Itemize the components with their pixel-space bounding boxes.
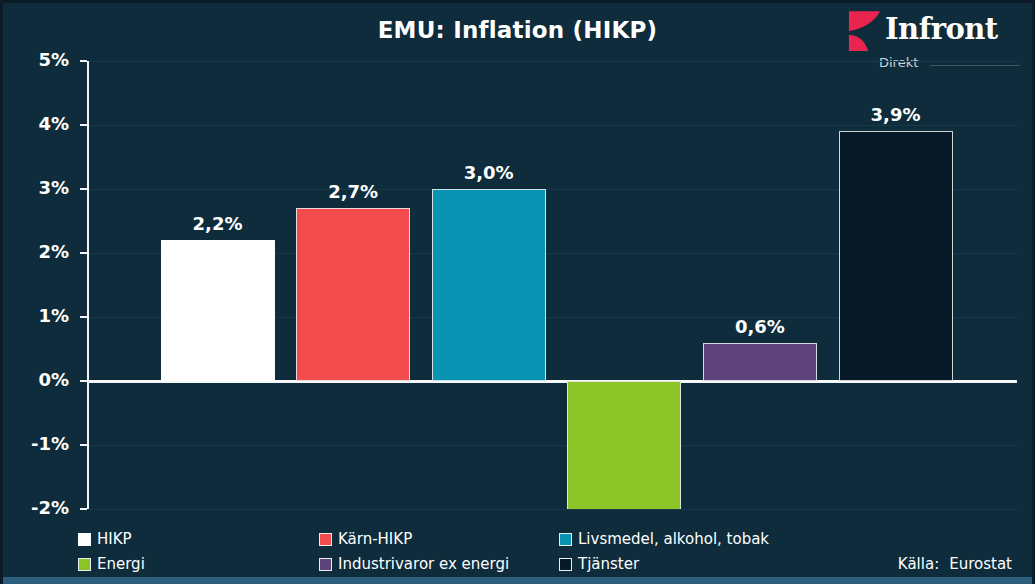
legend-item: Tjänster [559, 555, 639, 573]
y-tick-mark [80, 124, 87, 126]
logo-brand-text: Infront [885, 11, 998, 47]
y-tick-label: -2% [3, 497, 69, 518]
legend-swatch [78, 533, 91, 546]
legend-item: Energi [78, 555, 145, 573]
legend-label: Tjänster [578, 555, 639, 573]
y-axis-line [87, 61, 89, 509]
bar-5 [703, 343, 817, 381]
legend-item: Livsmedel, alkohol, tobak [559, 530, 769, 548]
bar-value-label: 3,9% [831, 104, 961, 125]
y-tick-mark [80, 380, 87, 382]
bottom-accent-strip [0, 577, 1035, 584]
legend-item: Industrivaror ex energi [319, 555, 509, 573]
bar-2 [296, 208, 410, 381]
bar-1 [161, 240, 275, 381]
infront-flag-icon [848, 11, 882, 57]
legend-swatch [319, 533, 332, 546]
gridline [87, 445, 1017, 446]
y-tick-label: 1% [3, 305, 69, 326]
bar-4 [567, 381, 681, 509]
y-tick-mark [80, 316, 87, 318]
legend-swatch [319, 558, 332, 571]
legend-item: Kärn-HIKP [319, 530, 412, 548]
bar-3 [432, 189, 546, 381]
source-note: Källa: Eurostat [898, 555, 1012, 573]
y-tick-mark [80, 508, 87, 510]
bar-6 [839, 131, 953, 381]
y-tick-label: 2% [3, 241, 69, 262]
y-tick-label: 0% [3, 369, 69, 390]
legend-row: Energi Industrivaror ex energi Tjänster [78, 555, 1022, 575]
y-tick-mark [80, 252, 87, 254]
source-label: Källa: [898, 555, 939, 573]
chart-window: EMU: Inflation (HIKP) Infront Direkt 5%4… [0, 0, 1035, 584]
legend-label: Energi [97, 555, 145, 573]
bar-value-label: 2,2% [153, 213, 283, 234]
y-tick-mark [80, 60, 87, 62]
legend-label: Kärn-HIKP [338, 530, 412, 548]
y-tick-mark [80, 444, 87, 446]
y-tick-label: 3% [3, 177, 69, 198]
bar-value-label: 0,6% [695, 316, 825, 337]
y-tick-label: -1% [3, 433, 69, 454]
legend-row: HIKP Kärn-HIKP Livsmedel, alkohol, tobak [78, 530, 1022, 550]
legend: HIKP Kärn-HIKP Livsmedel, alkohol, tobak En… [78, 530, 1022, 578]
bar-value-label: 3,0% [424, 162, 554, 183]
y-tick-label: 4% [3, 113, 69, 134]
gridline [87, 61, 1017, 62]
plot-area: 2,2%2,7% 3,0% 0,6% 3,9% [87, 61, 1017, 509]
source-value: Eurostat [949, 555, 1012, 573]
bar-value-label: 2,7% [288, 181, 418, 202]
legend-label: Industrivaror ex energi [338, 555, 509, 573]
y-tick-mark [80, 188, 87, 190]
legend-item: HIKP [78, 530, 132, 548]
y-tick-label: 5% [3, 49, 69, 70]
legend-label: Livsmedel, alkohol, tobak [578, 530, 769, 548]
legend-swatch [559, 558, 572, 571]
gridline [87, 509, 1017, 510]
legend-label: HIKP [97, 530, 132, 548]
legend-swatch [78, 558, 91, 571]
legend-swatch [559, 533, 572, 546]
